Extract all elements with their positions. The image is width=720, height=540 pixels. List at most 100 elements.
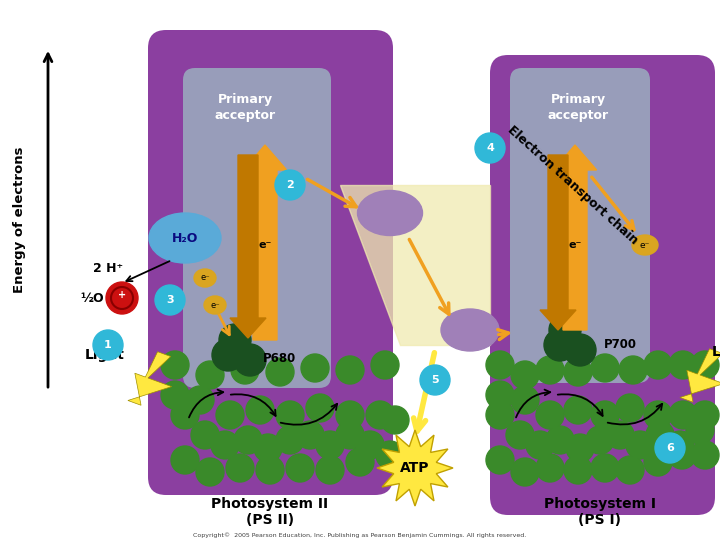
Circle shape [564, 334, 596, 366]
Text: 3: 3 [166, 295, 174, 305]
Circle shape [668, 441, 696, 469]
Ellipse shape [204, 296, 226, 314]
Ellipse shape [632, 235, 658, 255]
Text: P680: P680 [264, 352, 297, 365]
Circle shape [316, 456, 344, 484]
Circle shape [420, 365, 450, 395]
Text: e⁻: e⁻ [200, 273, 210, 282]
Circle shape [276, 426, 304, 454]
Circle shape [371, 351, 399, 379]
Circle shape [526, 431, 554, 459]
Circle shape [234, 344, 266, 376]
Text: Copyright©  2005 Pearson Education, Inc. Publishing as Pearson Benjamin Cummings: Copyright© 2005 Pearson Education, Inc. … [194, 532, 526, 538]
Circle shape [564, 358, 592, 386]
Circle shape [231, 356, 259, 384]
Text: 2 H⁺: 2 H⁺ [93, 261, 123, 274]
Ellipse shape [358, 191, 423, 235]
Circle shape [475, 133, 505, 163]
Circle shape [691, 441, 719, 469]
Circle shape [336, 356, 364, 384]
FancyBboxPatch shape [148, 30, 393, 495]
Polygon shape [340, 185, 490, 345]
Circle shape [549, 314, 581, 346]
Text: Photosystem I
(PS I): Photosystem I (PS I) [544, 497, 656, 527]
Polygon shape [377, 430, 453, 506]
Text: 5: 5 [431, 375, 438, 385]
Text: e⁻: e⁻ [640, 240, 650, 249]
Circle shape [511, 386, 539, 414]
Circle shape [106, 282, 138, 314]
Circle shape [655, 433, 685, 463]
Circle shape [544, 329, 576, 361]
Circle shape [366, 401, 394, 429]
FancyBboxPatch shape [490, 55, 715, 515]
Circle shape [591, 354, 619, 382]
Text: Light: Light [85, 348, 125, 362]
Circle shape [626, 431, 654, 459]
Polygon shape [230, 155, 266, 338]
FancyBboxPatch shape [183, 68, 331, 388]
Text: 2: 2 [286, 180, 294, 190]
Circle shape [186, 386, 214, 414]
Circle shape [566, 434, 594, 462]
Text: Electron transport chain: Electron transport chain [505, 123, 640, 247]
Circle shape [511, 361, 539, 389]
Circle shape [93, 330, 123, 360]
Circle shape [356, 431, 384, 459]
Polygon shape [128, 352, 171, 405]
Circle shape [591, 401, 619, 429]
Circle shape [155, 285, 185, 315]
Circle shape [301, 354, 329, 382]
Circle shape [536, 401, 564, 429]
Polygon shape [680, 349, 720, 402]
Text: Primary
acceptor: Primary acceptor [215, 93, 276, 123]
Circle shape [646, 421, 674, 449]
Polygon shape [554, 145, 597, 330]
Circle shape [336, 401, 364, 429]
Circle shape [564, 456, 592, 484]
Circle shape [336, 421, 364, 449]
Circle shape [256, 456, 284, 484]
Circle shape [644, 351, 672, 379]
Circle shape [486, 381, 514, 409]
Circle shape [306, 394, 334, 422]
Circle shape [486, 446, 514, 474]
Circle shape [686, 416, 714, 444]
Circle shape [216, 401, 244, 429]
Circle shape [616, 394, 644, 422]
Circle shape [644, 448, 672, 476]
Text: Energy of electrons: Energy of electrons [14, 147, 27, 293]
Circle shape [691, 401, 719, 429]
Circle shape [219, 324, 251, 356]
Ellipse shape [194, 269, 216, 287]
Polygon shape [243, 145, 287, 340]
Circle shape [254, 434, 282, 462]
Circle shape [171, 446, 199, 474]
Text: e⁻: e⁻ [568, 240, 582, 250]
Circle shape [234, 426, 262, 454]
Circle shape [246, 396, 274, 424]
Text: Primary
acceptor: Primary acceptor [547, 93, 608, 123]
Circle shape [666, 431, 694, 459]
Text: 1: 1 [104, 340, 112, 350]
Circle shape [226, 454, 254, 482]
Circle shape [669, 351, 697, 379]
Circle shape [644, 401, 672, 429]
Circle shape [586, 426, 614, 454]
Circle shape [546, 426, 574, 454]
Circle shape [296, 421, 324, 449]
Circle shape [211, 431, 239, 459]
Circle shape [275, 170, 305, 200]
Circle shape [196, 361, 224, 389]
Circle shape [536, 356, 564, 384]
FancyBboxPatch shape [510, 68, 650, 383]
Circle shape [506, 421, 534, 449]
Circle shape [346, 448, 374, 476]
Circle shape [511, 458, 539, 486]
Circle shape [191, 421, 219, 449]
Circle shape [171, 401, 199, 429]
Circle shape [606, 421, 634, 449]
Circle shape [161, 381, 189, 409]
Ellipse shape [441, 309, 499, 351]
Circle shape [564, 396, 592, 424]
